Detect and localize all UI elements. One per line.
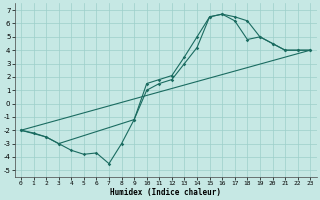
- X-axis label: Humidex (Indice chaleur): Humidex (Indice chaleur): [110, 188, 221, 197]
